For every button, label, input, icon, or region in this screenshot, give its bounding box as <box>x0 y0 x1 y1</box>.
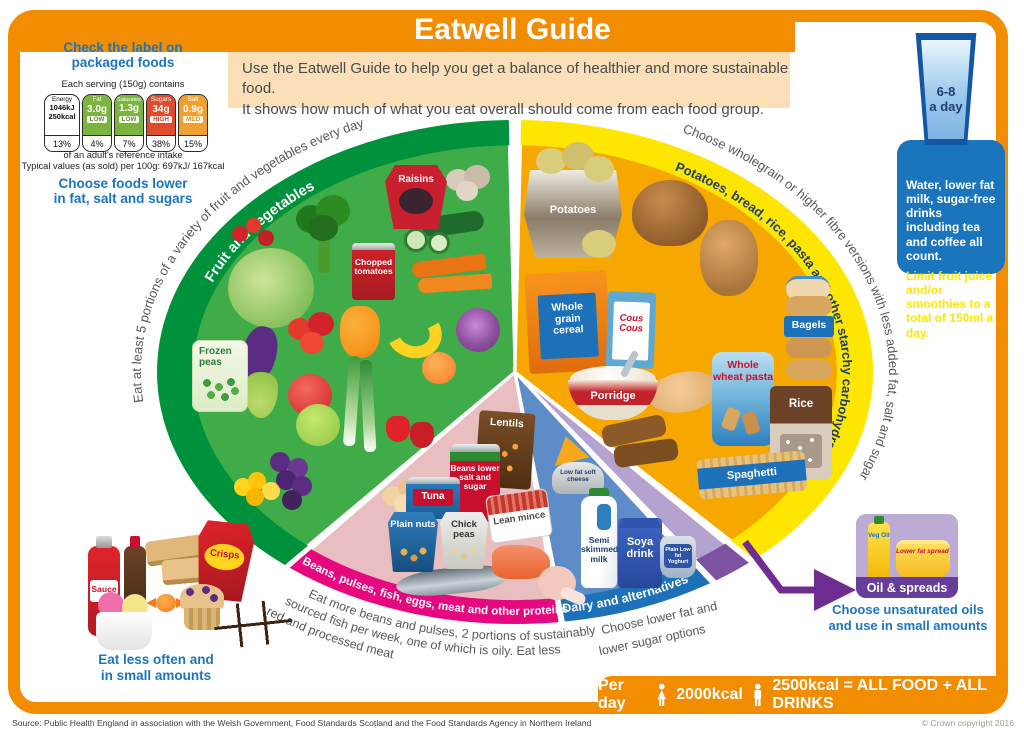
hydration-text: Water, lower fat milk, sugar-free drinks… <box>906 178 996 263</box>
rim-oils <box>696 543 749 581</box>
intro-line-2: It shows how much of what you eat overal… <box>242 100 764 118</box>
fruit-juice-limit-text: Limit fruit juice and/or smoothies to a … <box>906 268 994 340</box>
broccoli-icon <box>296 195 354 275</box>
page-title: Eatwell Guide <box>414 13 611 46</box>
rim-starchy <box>520 120 874 560</box>
source-text: Source: Public Health England in associa… <box>12 718 592 728</box>
lower-fat-spread-tub: Lower fat spread <box>896 540 950 578</box>
choose-lower-advice: Choose foods lower in fat, salt and suga… <box>53 176 193 207</box>
label-col-sugars: Sugars 34g HIGH 38% <box>146 94 176 152</box>
grapes-icon <box>268 452 324 514</box>
chicken-leg-icon <box>532 566 588 612</box>
whole-wheat-pasta-bag: Whole wheat pasta <box>712 352 774 446</box>
ice-cream-icon <box>96 592 152 652</box>
leeks-icon <box>342 355 384 486</box>
green-apple-icon <box>296 404 340 446</box>
male-kcal: 2500kcal = ALL FOOD + ALL DRINKS <box>772 677 987 712</box>
veg-oil-bottle: Veg Oil <box>868 516 890 580</box>
intro-line-1: Use the Eatwell Guide to help you get a … <box>242 60 789 98</box>
cherry-tomatoes-icon <box>232 218 276 252</box>
title-bar <box>8 10 795 52</box>
reference-note: of an adult's reference intake <box>63 150 183 160</box>
label-col-salt: Salt 0.9g MED 15% <box>178 94 208 152</box>
serving-note: Each serving (150g) contains <box>61 79 185 90</box>
strawberries-icon <box>386 416 436 452</box>
pear-icon <box>244 372 278 418</box>
cabbage-icon <box>228 248 314 328</box>
copyright-text: © Crown copyright 2016 <box>921 718 1014 728</box>
orange-fruit-icon <box>422 352 456 384</box>
pepper-icon <box>340 306 380 358</box>
milk-bottle: Semi skimmed milk <box>577 488 621 588</box>
label-col-fat: Fat 3.0g LOW 4% <box>82 94 112 152</box>
sweetcorn-icon <box>234 472 286 508</box>
male-figure-icon <box>754 683 761 706</box>
oils-label: Oil & spreads <box>856 577 958 598</box>
typical-values-note: Typical values (as sold) per 100g: 697kJ… <box>21 161 225 171</box>
plain-nuts-bag: Plain nuts <box>388 512 438 572</box>
hydration-box: Water, lower fat milk, sugar-free drinks… <box>897 140 1005 340</box>
potatoes-sack: Potatoes <box>524 142 622 260</box>
wheat-biscuits-icon <box>600 413 682 472</box>
bagels-pack: Bagels <box>784 276 834 382</box>
per-day-bar: Per day 2000kcal 2500kcal = ALL FOOD + A… <box>598 676 1008 714</box>
tomatoes-icon <box>288 312 340 354</box>
oils-arrow <box>742 539 856 611</box>
yoghurt-pot: Plain Low fat Yoghurt <box>660 536 696 578</box>
oils-note: Choose unsaturated oils and use in small… <box>828 602 988 633</box>
female-figure-icon <box>657 683 666 706</box>
raisins-pack: Raisins <box>385 165 447 229</box>
chocolate-bar-icon <box>211 596 295 650</box>
lean-mince-pack: Lean mince <box>484 487 554 545</box>
traffic-light-label: Energy 1046kJ 250kcal 13% Fat 3.0g LOW 4… <box>44 94 208 152</box>
female-kcal: 2000kcal <box>676 686 743 703</box>
oils-spreads-box: Veg Oil Lower fat spread Oil & spreads <box>856 514 958 598</box>
water-glass-icon: 6-8 a day <box>915 33 977 145</box>
chick-peas-bag: Chick peas <box>440 512 488 569</box>
bananas-icon <box>379 300 449 366</box>
cucumber-icon <box>404 209 486 256</box>
per-day-label: Per day <box>598 677 626 712</box>
soya-drink-carton: Soya drink <box>618 518 662 588</box>
frozen-peas-bag: Frozen peas <box>192 340 248 412</box>
rim-protein <box>289 549 559 624</box>
label-col-saturates: Saturates 1.3g LOW 7% <box>114 94 144 152</box>
eat-less-note: Eat less often and in small amounts <box>98 652 214 684</box>
carrots-icon <box>411 252 494 298</box>
intro-text: Use the Eatwell Guide to help you get a … <box>228 52 790 118</box>
porridge-bowl: Porridge <box>568 349 658 424</box>
mushrooms-icon <box>446 165 498 205</box>
wholegrain-cereal-box: Whole grain cereal <box>524 269 612 375</box>
bread-loaf-icon <box>632 180 708 246</box>
chopped-tomatoes-can: Chopped tomatoes <box>352 243 395 300</box>
red-onion-icon <box>456 308 500 352</box>
check-label-heading: Check the label on packaged foods <box>63 40 183 71</box>
bread-roll-icon <box>700 220 758 296</box>
label-col-energy: Energy 1046kJ 250kcal 13% <box>44 94 80 152</box>
